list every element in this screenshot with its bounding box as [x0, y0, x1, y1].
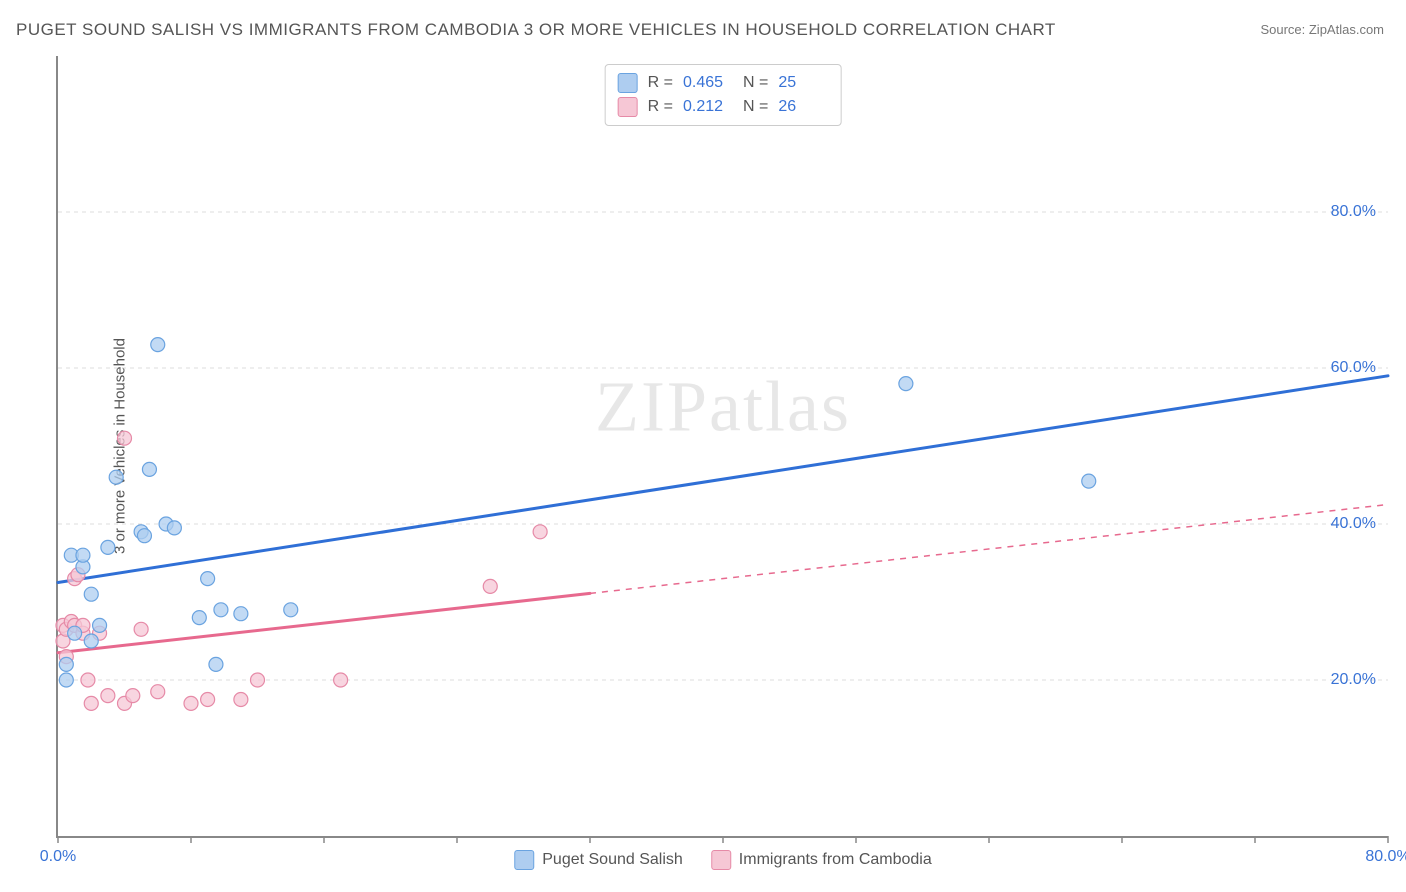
swatch-series-0: [618, 73, 638, 93]
series-name-0: Puget Sound Salish: [542, 851, 683, 869]
r-label: R =: [648, 74, 673, 92]
swatch-series-1-bottom: [711, 850, 731, 870]
source-attribution: Source: ZipAtlas.com: [1260, 22, 1384, 37]
chart-title: PUGET SOUND SALISH VS IMMIGRANTS FROM CA…: [16, 20, 1056, 40]
swatch-series-0-bottom: [514, 850, 534, 870]
swatch-series-1: [618, 97, 638, 117]
series-legend: Puget Sound Salish Immigrants from Cambo…: [514, 850, 932, 870]
n-value-1: 26: [778, 98, 828, 116]
n-label: N =: [743, 74, 768, 92]
n-label: N =: [743, 98, 768, 116]
chart-container: PUGET SOUND SALISH VS IMMIGRANTS FROM CA…: [0, 0, 1406, 892]
y-tick-label: 60.0%: [1331, 359, 1376, 377]
y-tick-label: 80.0%: [1331, 203, 1376, 221]
r-label: R =: [648, 98, 673, 116]
x-tick-label: 0.0%: [40, 848, 76, 866]
r-value-0: 0.465: [683, 74, 733, 92]
plot-area: ZIPatlas R = 0.465 N = 25 R = 0.212 N = …: [56, 56, 1388, 838]
series-name-1: Immigrants from Cambodia: [739, 851, 932, 869]
x-tick-label: 80.0%: [1365, 848, 1406, 866]
legend-row-series-0: R = 0.465 N = 25: [618, 71, 829, 95]
legend-item-0: Puget Sound Salish: [514, 850, 683, 870]
legend-row-series-1: R = 0.212 N = 26: [618, 95, 829, 119]
correlation-legend: R = 0.465 N = 25 R = 0.212 N = 26: [605, 64, 842, 126]
plot-svg: [58, 56, 1388, 836]
y-tick-label: 20.0%: [1331, 671, 1376, 689]
n-value-0: 25: [778, 74, 828, 92]
y-tick-label: 40.0%: [1331, 515, 1376, 533]
r-value-1: 0.212: [683, 98, 733, 116]
legend-item-1: Immigrants from Cambodia: [711, 850, 932, 870]
